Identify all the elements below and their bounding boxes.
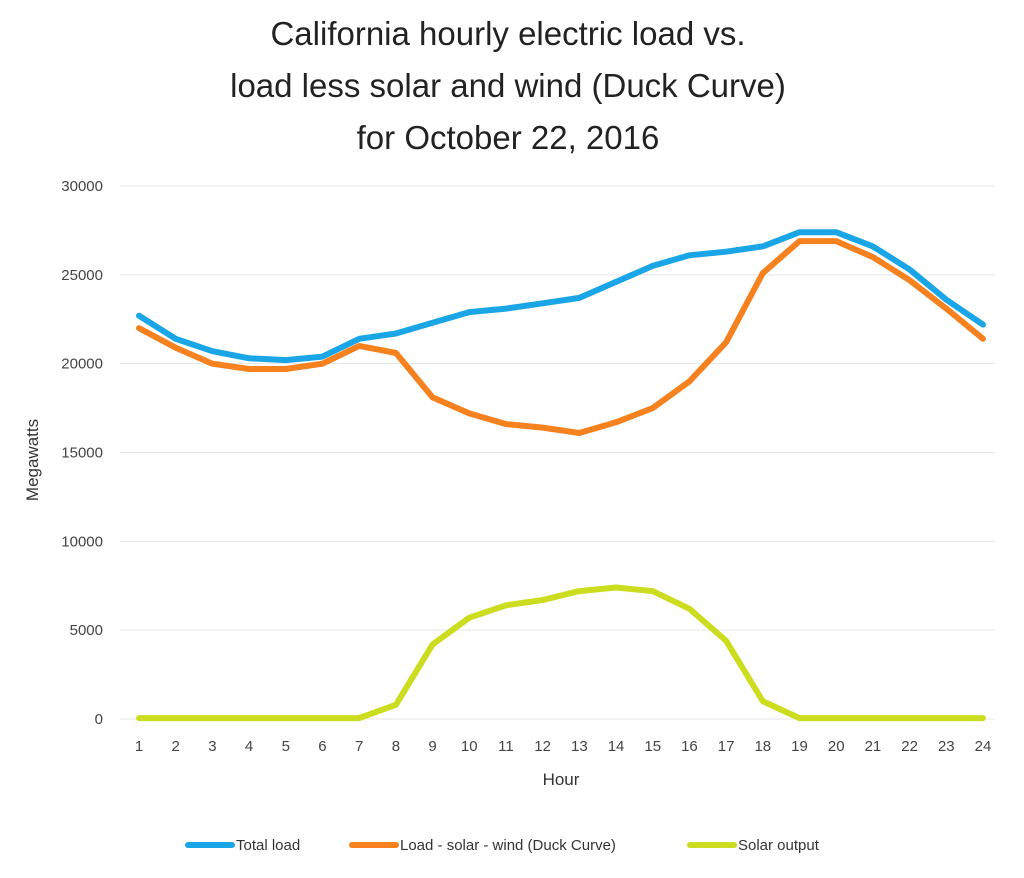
x-tick-label: 9 bbox=[428, 738, 436, 755]
x-tick-label: 17 bbox=[718, 738, 735, 755]
x-tick-label: 5 bbox=[282, 738, 290, 755]
x-tick-label: 13 bbox=[571, 738, 588, 755]
x-tick-label: 24 bbox=[975, 738, 992, 755]
x-tick-label: 6 bbox=[318, 738, 326, 755]
x-tick-label: 23 bbox=[938, 738, 955, 755]
legend-label: Solar output bbox=[738, 837, 820, 854]
x-tick-label: 8 bbox=[392, 738, 400, 755]
x-tick-label: 2 bbox=[172, 738, 180, 755]
legend-label: Total load bbox=[236, 837, 300, 854]
y-axis-title: Megawatts bbox=[23, 419, 42, 501]
y-tick-label: 5000 bbox=[70, 622, 103, 639]
x-tick-label: 4 bbox=[245, 738, 253, 755]
legend-label: Load - solar - wind (Duck Curve) bbox=[400, 837, 616, 854]
chart-title: California hourly electric load vs. load… bbox=[0, 8, 1016, 164]
legend-item: Load - solar - wind (Duck Curve) bbox=[349, 837, 616, 854]
y-tick-label: 10000 bbox=[61, 533, 103, 550]
x-tick-label: 7 bbox=[355, 738, 363, 755]
y-tick-label: 20000 bbox=[61, 356, 103, 373]
x-tick-label: 10 bbox=[461, 738, 478, 755]
x-tick-label: 18 bbox=[754, 738, 771, 755]
series-lines bbox=[136, 229, 986, 722]
y-tick-label: 30000 bbox=[61, 178, 103, 195]
x-tick-label: 22 bbox=[901, 738, 918, 755]
x-axis-title: Hour bbox=[543, 770, 580, 789]
y-tick-label: 15000 bbox=[61, 445, 103, 462]
x-tick-label: 21 bbox=[865, 738, 882, 755]
x-tick-label: 14 bbox=[608, 738, 625, 755]
x-tick-label: 19 bbox=[791, 738, 808, 755]
x-tick-label: 11 bbox=[498, 738, 514, 755]
x-axis-ticks: 1 2 3 4 5 6 7 8 9 10 11 12 13 14 15 16 17 18 19 20 21 22 23 24 bbox=[135, 738, 992, 755]
series-line-0 bbox=[136, 229, 986, 364]
legend-item: Total load bbox=[185, 837, 300, 854]
y-tick-label: 25000 bbox=[61, 267, 103, 284]
x-tick-label: 12 bbox=[534, 738, 551, 755]
chart-title-line: California hourly electric load vs. bbox=[270, 15, 746, 52]
chart-title-line: for October 22, 2016 bbox=[356, 119, 660, 156]
y-axis-ticks: 0 5000 10000 15000 20000 25000 30000 bbox=[61, 178, 103, 728]
chart-title-line: load less solar and wind (Duck Curve) bbox=[230, 67, 786, 104]
legend: Total load Load - solar - wind (Duck Curv… bbox=[185, 837, 820, 854]
x-tick-label: 20 bbox=[828, 738, 845, 755]
series-line-1 bbox=[136, 238, 986, 436]
series-line-2 bbox=[136, 584, 986, 722]
x-tick-label: 1 bbox=[135, 738, 143, 755]
x-tick-label: 3 bbox=[208, 738, 216, 755]
x-tick-label: 16 bbox=[681, 738, 698, 755]
gridlines bbox=[120, 185, 995, 720]
x-tick-label: 15 bbox=[644, 738, 661, 755]
legend-item: Solar output bbox=[687, 837, 820, 854]
y-tick-label: 0 bbox=[95, 711, 103, 728]
